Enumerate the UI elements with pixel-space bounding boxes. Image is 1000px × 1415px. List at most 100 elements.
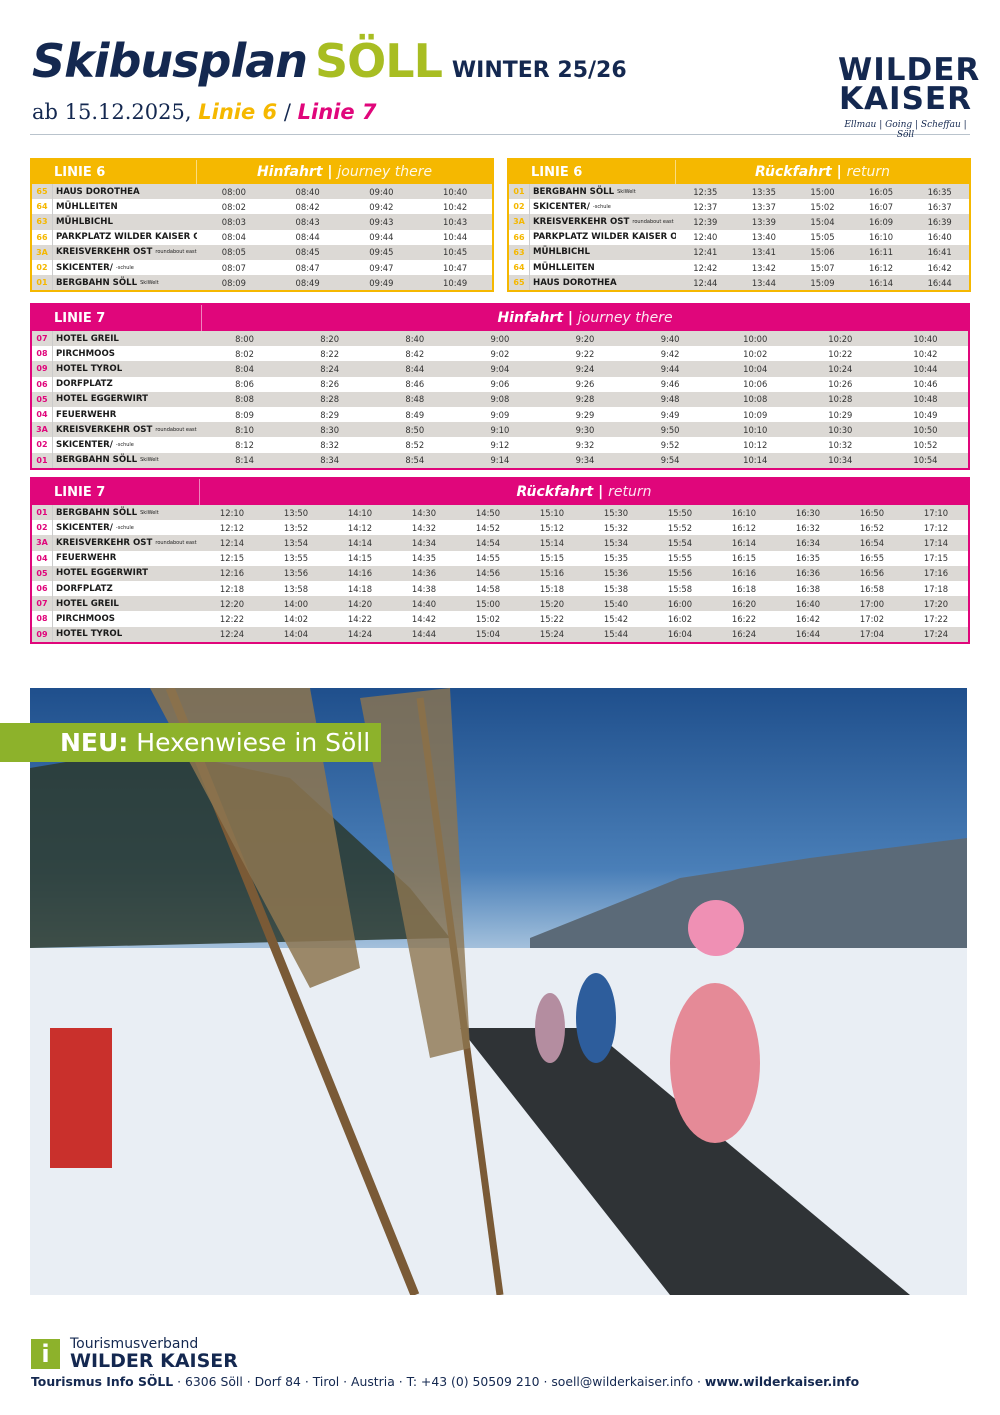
departure-time: 08:43 [295, 216, 320, 227]
departure-time: 9:20 [575, 333, 595, 344]
stop-name: KREISVERKEHR OST roundabout east [529, 214, 676, 230]
departure-time: 16:37 [927, 201, 952, 212]
departure-time: 15:22 [539, 613, 565, 624]
departure-time: 8:50 [405, 424, 425, 435]
stop-number: 01 [36, 455, 48, 465]
departure-time: 9:28 [575, 394, 595, 405]
stop-name: DORFPLATZ [52, 580, 200, 597]
departure-time: 15:00 [810, 186, 835, 197]
stop-number: 08 [36, 349, 48, 359]
departure-time: 9:26 [575, 379, 595, 390]
departure-time: 14:04 [283, 629, 309, 640]
departure-time: 8:22 [320, 348, 340, 359]
departure-time: 14:12 [347, 522, 373, 533]
departure-time: 13:55 [283, 553, 309, 564]
departure-time: 9:02 [490, 348, 510, 359]
departure-time: 12:20 [219, 598, 245, 609]
departure-time: 14:56 [475, 568, 501, 579]
table-row: 06 DORFPLATZ 8:06 8:26 8:46 9:06 9:26 9:46 10:06… [32, 376, 968, 392]
departure-time: 8:40 [405, 333, 425, 344]
departure-time: 17:20 [923, 598, 949, 609]
departure-time: 8:52 [405, 439, 425, 450]
departure-time: 10:32 [828, 439, 853, 450]
departure-time: 15:20 [539, 598, 565, 609]
departure-time: 9:12 [490, 439, 510, 450]
departure-time: 12:16 [219, 568, 245, 579]
departure-time: 17:12 [923, 522, 949, 533]
departure-time: 16:44 [795, 629, 821, 640]
stop-name: HAUS DOROTHEA [52, 184, 197, 200]
departure-time: 9:00 [490, 333, 510, 344]
departure-time: 9:22 [575, 348, 595, 359]
departure-time: 8:12 [235, 439, 254, 450]
departure-time: 17:24 [923, 629, 949, 640]
departure-time: 8:49 [405, 409, 425, 420]
departure-time: 15:15 [539, 553, 565, 564]
line-label: LINIE 6 [509, 160, 676, 184]
departure-time: 9:32 [575, 439, 595, 450]
departure-time: 9:04 [490, 363, 510, 374]
stop-name: KREISVERKEHR OST roundabout east [52, 244, 197, 260]
stop-name: MÜHLLEITEN [52, 199, 197, 215]
departure-time: 9:48 [660, 394, 680, 405]
table-row: 02 SKICENTER/-schule 12:37 13:37 15:02 16:07 1… [509, 199, 969, 215]
departure-time: 10:40 [913, 333, 938, 344]
departure-time: 12:22 [219, 613, 245, 624]
departure-time: 16:40 [927, 232, 952, 243]
departure-time: 14:20 [347, 598, 373, 609]
footer-org: Tourismusverband [70, 1336, 199, 1352]
table-header: LINIE 6 Hinfahrt | journey there [32, 160, 492, 184]
stop-number: 02 [513, 202, 525, 212]
table-row: 02 SKICENTER/-schule 08:07 08:47 09:47 10:47 [32, 259, 492, 276]
line-label: LINIE 7 [32, 305, 202, 331]
departure-time: 08:40 [295, 186, 320, 197]
departure-time: 10:52 [913, 439, 938, 450]
departure-time: 13:39 [751, 216, 776, 227]
departure-time: 17:10 [923, 507, 949, 518]
departure-time: 14:14 [347, 537, 373, 548]
departure-time: 17:14 [923, 537, 949, 548]
departure-time: 15:55 [667, 553, 693, 564]
departure-time: 17:16 [923, 568, 949, 579]
departure-time: 12:14 [219, 537, 245, 548]
departure-time: 13:52 [283, 522, 309, 533]
departure-time: 12:40 [693, 232, 718, 243]
table-row: 65 HAUS DOROTHEA 12:44 13:44 15:09 16:14 16:44 [509, 275, 969, 291]
table-header: LINIE 7 Hinfahrt | journey there [32, 305, 968, 331]
subtitle: ab 15.12.2025, Linie 6 / Linie 7 [32, 100, 377, 124]
website-link[interactable]: www.wilderkaiser.info [704, 1374, 860, 1389]
departure-time: 13:42 [751, 262, 776, 273]
departure-time: 08:03 [221, 216, 246, 227]
departure-time: 12:41 [693, 247, 718, 258]
departure-time: 14:35 [411, 553, 437, 564]
departure-time: 8:02 [235, 348, 254, 359]
departure-time: 15:02 [810, 201, 835, 212]
table-row: 08 PIRCHMOOS 12:22 14:02 14:22 14:42 15:02 15:2… [32, 611, 968, 627]
direction-label: Rückfahrt | return [755, 164, 890, 180]
departure-time: 15:05 [810, 232, 835, 243]
departure-time: 16:14 [869, 277, 894, 288]
departure-time: 16:05 [869, 186, 894, 197]
departure-time: 16:00 [667, 598, 693, 609]
departure-time: 8:26 [320, 379, 340, 390]
departure-time: 13:44 [751, 277, 776, 288]
departure-time: 9:34 [575, 455, 595, 466]
departure-time: 8:32 [320, 439, 340, 450]
departure-time: 14:50 [475, 507, 501, 518]
departure-time: 08:05 [221, 247, 246, 258]
departure-time: 8:00 [235, 333, 254, 344]
departure-time: 16:54 [859, 537, 885, 548]
table-row: 3A KREISVERKEHR OST roundabout east 08:05 08… [32, 244, 492, 260]
departure-time: 8:54 [405, 455, 425, 466]
stop-number: 08 [36, 614, 48, 624]
departure-time: 10:30 [828, 424, 853, 435]
departure-time: 8:20 [320, 333, 340, 344]
departure-time: 12:37 [693, 201, 718, 212]
stop-number: 63 [513, 247, 525, 257]
table-row: 02 SKICENTER/-schule 12:12 13:52 14:12 14:32 1… [32, 520, 968, 536]
table-row: 06 DORFPLATZ 12:18 13:58 14:18 14:38 14:58 15:1… [32, 580, 968, 597]
departure-time: 14:02 [283, 613, 309, 624]
departure-time: 12:24 [219, 629, 245, 640]
table-row: 07 HOTEL GREIL 12:20 14:00 14:20 14:40 15:00 15… [32, 596, 968, 612]
departure-time: 16:22 [731, 613, 757, 624]
